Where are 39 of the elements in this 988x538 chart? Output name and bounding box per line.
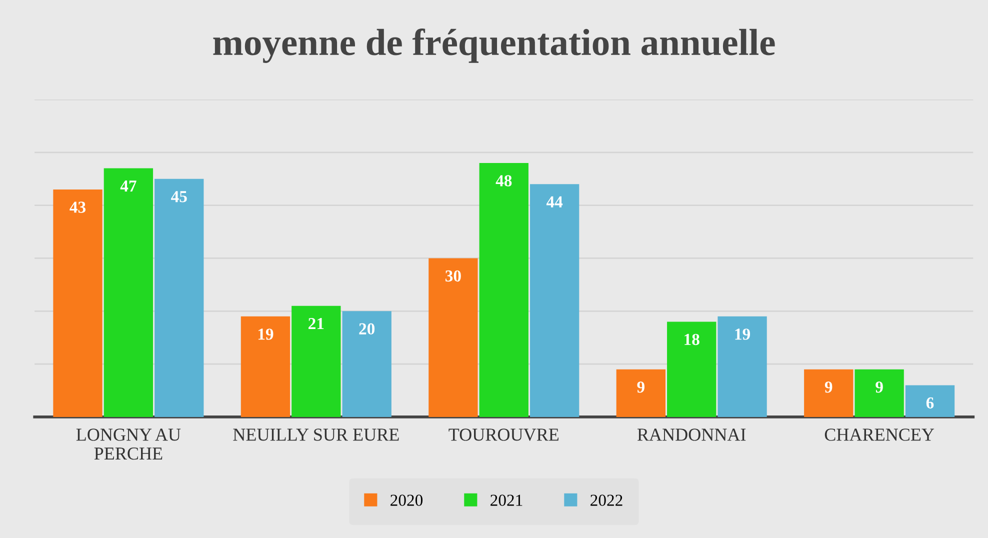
data-label: 9: [637, 382, 644, 393]
legend-label: 2022: [590, 494, 622, 506]
x-tick-label: LONGNY AU PERCHE: [76, 428, 181, 460]
data-label: 19: [258, 328, 274, 340]
bar: [718, 316, 767, 417]
data-label: 47: [120, 180, 136, 192]
bar: [428, 258, 478, 417]
data-label: 18: [684, 334, 700, 346]
bar: [53, 189, 102, 417]
legend-label: 2020: [390, 494, 423, 506]
data-label: 30: [445, 270, 461, 282]
bar: [854, 369, 904, 417]
data-label: 19: [735, 328, 750, 340]
bar: [667, 322, 716, 417]
data-label: 43: [70, 202, 86, 213]
data-label: 21: [308, 318, 324, 330]
x-tick-label: TOUROUVRE: [448, 428, 558, 441]
bar: [342, 311, 392, 417]
bar: [104, 168, 154, 417]
chart-title: moyenne de fréquentation annuelle: [213, 28, 775, 63]
legend-label: 2021: [490, 494, 522, 506]
bar: [616, 369, 666, 417]
x-tick-label: RANDONNAI: [637, 428, 746, 441]
x-tick-label: CHARENCEY: [824, 428, 934, 441]
x-tick-label: NEUILLY SUR EURE: [233, 428, 399, 441]
data-label: 6: [926, 397, 934, 409]
bar: [804, 369, 854, 417]
bar: [292, 306, 341, 417]
bar: [530, 184, 580, 417]
data-label: 20: [359, 323, 375, 335]
bar: [154, 178, 204, 417]
data-label: 45: [171, 191, 187, 202]
data-label: 9: [876, 382, 883, 393]
bar: [479, 163, 528, 417]
data-label: 44: [546, 196, 563, 208]
bar: [905, 385, 955, 417]
bar: [240, 316, 290, 417]
data-label: 48: [496, 175, 512, 186]
data-label: 9: [824, 382, 832, 393]
